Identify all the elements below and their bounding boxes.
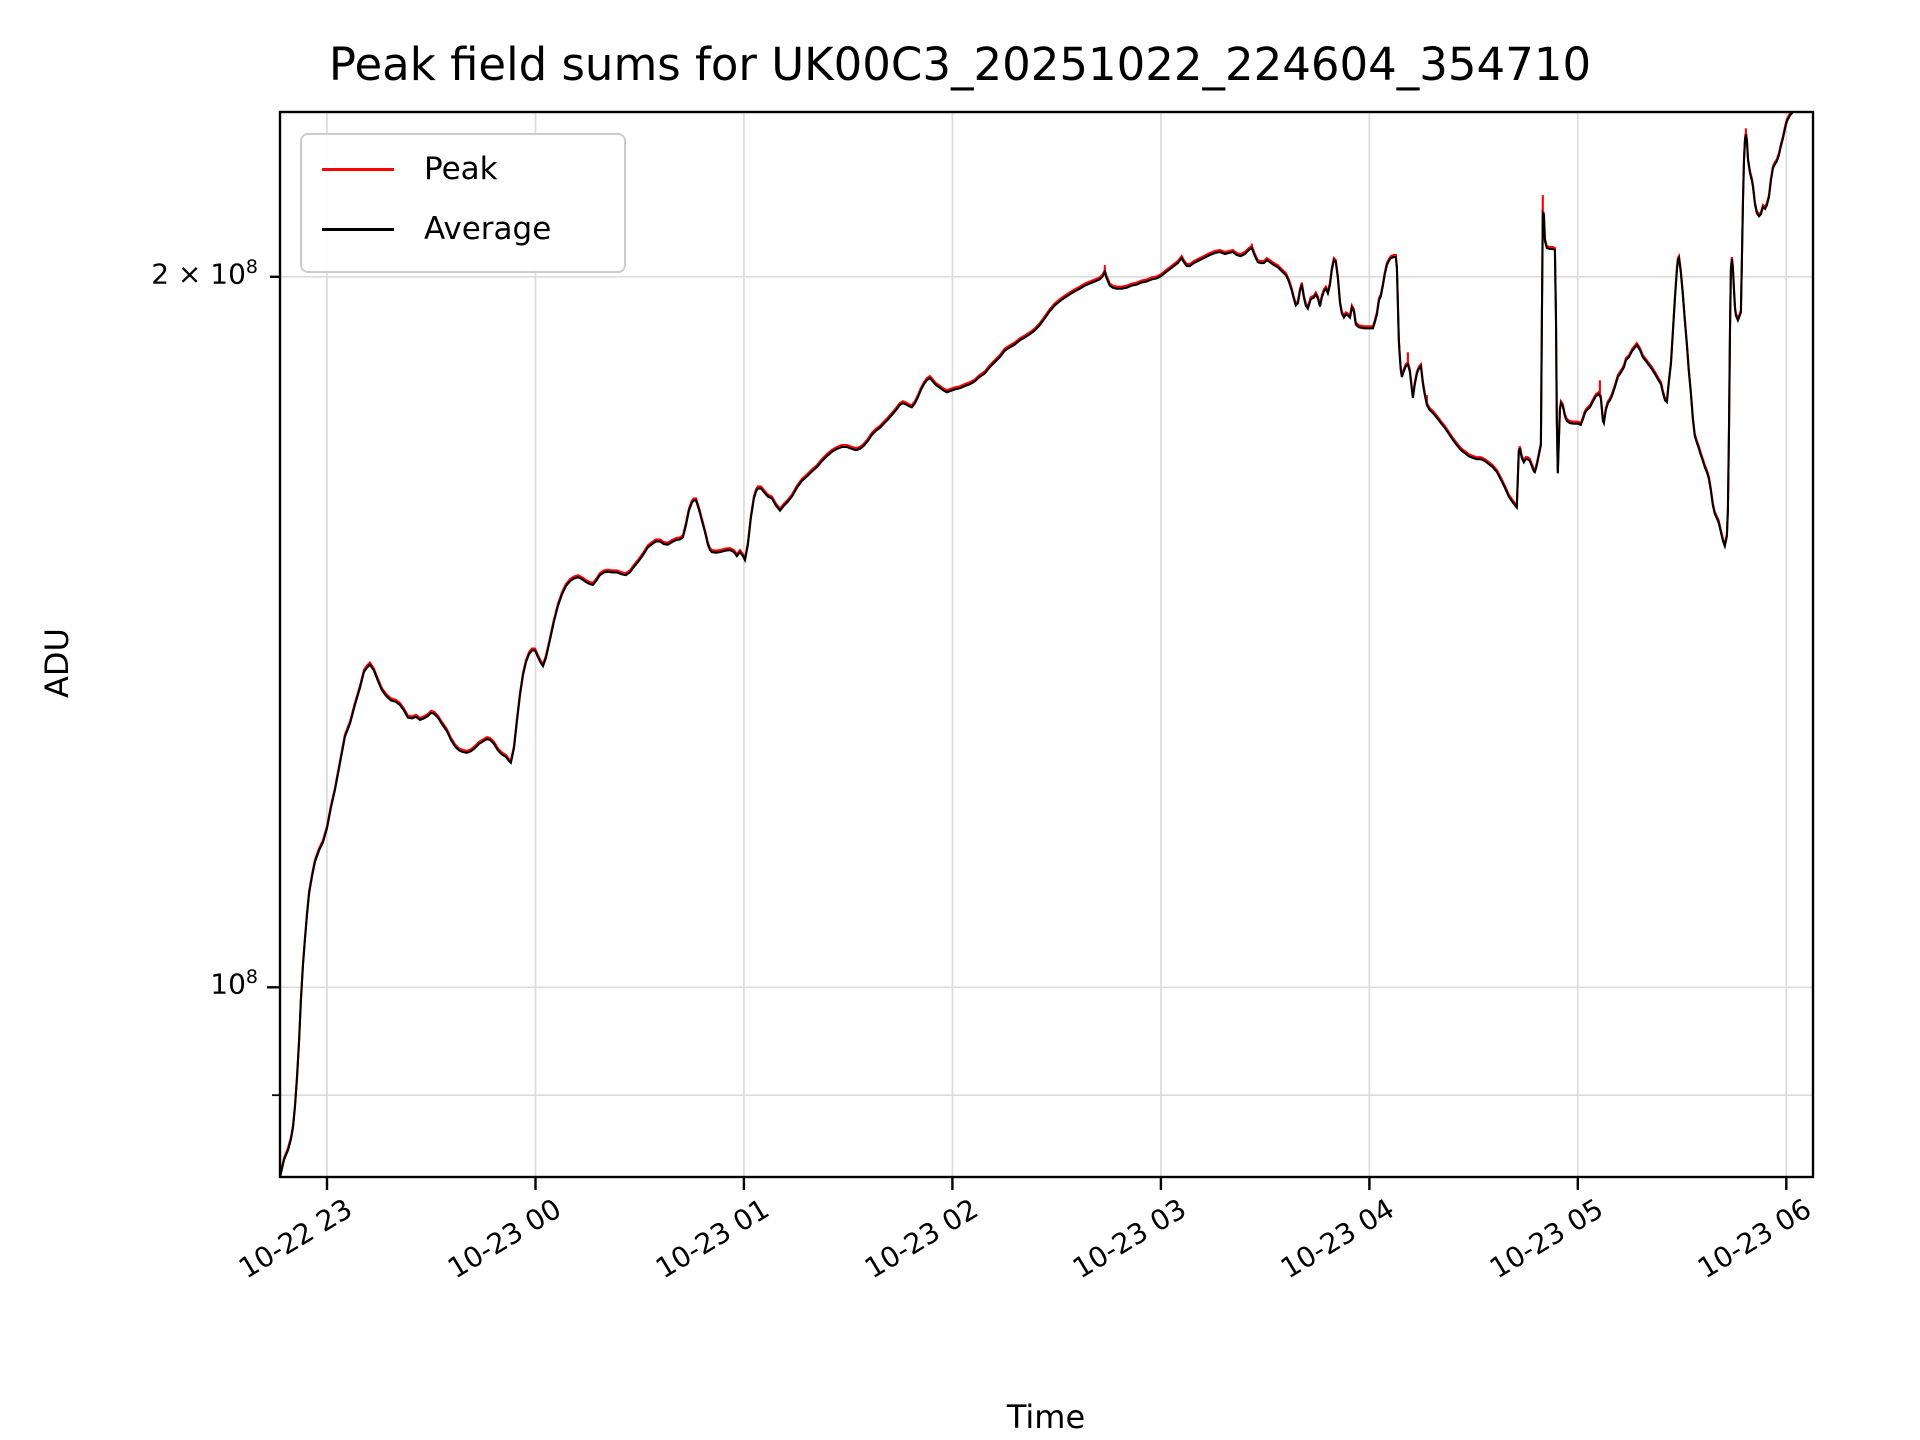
gridlines xyxy=(280,112,1813,1177)
average-line-swatch-icon xyxy=(322,227,394,231)
legend-item-average: Average xyxy=(302,209,551,249)
legend-label-average: Average xyxy=(424,211,552,247)
legend-label-peak: Peak xyxy=(424,151,498,187)
y-tick-label-2e8-exp: 8 xyxy=(245,256,258,278)
tick-marks xyxy=(267,275,1788,1190)
y-axis-title: ADU xyxy=(38,628,76,698)
x-axis-title: Time xyxy=(1006,1398,1086,1436)
series-lines xyxy=(280,112,1794,1177)
peak-line xyxy=(280,112,1793,1176)
peak-line-swatch-icon xyxy=(322,167,394,171)
y-tick-label-2e8-base: 2 × 10 xyxy=(151,257,246,291)
y-tick-label-2e8: 2 × 108 xyxy=(151,256,258,290)
y-tick-label-1e8: 108 xyxy=(210,966,258,1000)
legend: Peak Average xyxy=(300,133,626,273)
y-tick-label-1e8-exp: 8 xyxy=(245,966,258,988)
y-tick-label-1e8-base: 10 xyxy=(210,967,246,1001)
average-line xyxy=(280,112,1794,1177)
chart-title: Peak field sums for UK00C3_20251022_2246… xyxy=(328,38,1592,91)
axes-spines xyxy=(278,110,1815,1179)
legend-item-peak: Peak xyxy=(302,149,498,189)
